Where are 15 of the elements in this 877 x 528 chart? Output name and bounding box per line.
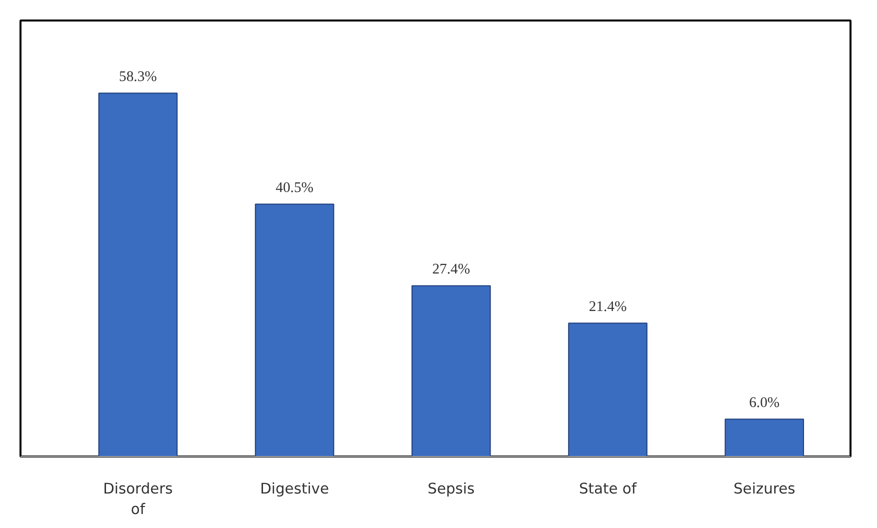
data-label: 27.4% [432,262,470,278]
x-tick-label: Digestive [260,480,329,498]
bar [412,285,491,456]
x-tick-label: Sepsis [428,480,475,498]
data-label: 58.3% [119,69,157,86]
bar [724,418,804,456]
data-label: 40.5% [276,180,314,196]
bar [98,92,178,456]
data-label: 6.0% [749,395,780,412]
x-tick-label: State of [578,480,638,498]
data-label: 21.4% [588,299,627,316]
bar [568,322,648,456]
x-tick-label: Disorders of [103,480,173,518]
bar [254,204,334,456]
x-tick-label: Seizures [734,480,796,498]
